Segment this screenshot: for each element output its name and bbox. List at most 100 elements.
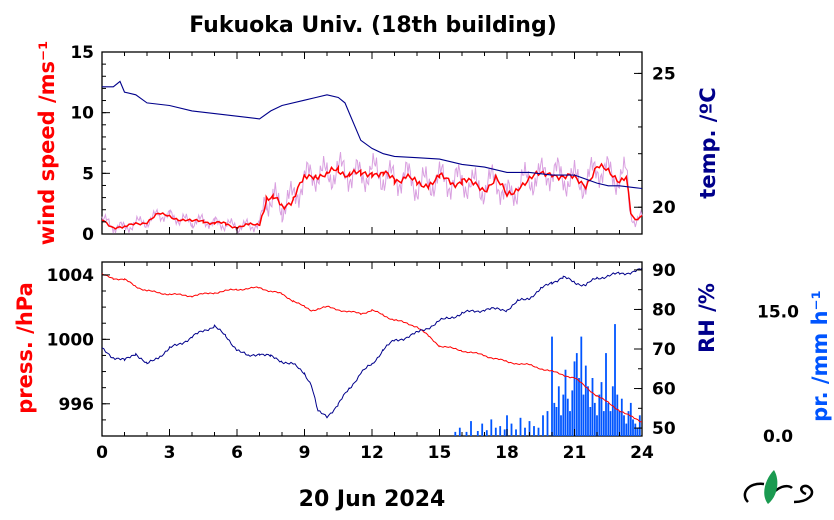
precipitation-bars [454,324,640,436]
precip-bar [459,428,461,436]
precip-bar [634,424,636,436]
precip-bar [576,353,578,436]
precip-bar [504,429,506,436]
precip-bar [481,424,483,436]
logo-icon [745,470,812,504]
precip-bar [511,424,513,436]
precip-bar [580,337,582,436]
x-tick-label: 15 [428,443,452,463]
y-tick-label: 5 [82,164,94,184]
pressure-series [102,274,642,422]
wind-speed-line [102,164,642,229]
x-axis-label: 20 Jun 2024 [299,487,446,512]
precip-bar [542,415,544,436]
y-tick-label: 70 [652,340,676,360]
top-panel-frame [102,52,642,234]
precip-bar [562,395,564,436]
top-left-ylabel: wind speed /ms⁻¹ [35,41,59,246]
precip-bar [592,378,594,436]
y-tick-label: 50 [652,419,676,439]
precip-bar [477,431,479,436]
precip-ylabel: pr. /mm h⁻¹ [808,290,832,422]
x-tick-label: 6 [231,443,243,463]
x-tick-label: 12 [360,443,384,463]
precip-bar [466,432,468,436]
humidity-line [102,268,642,418]
precip-bar [589,407,591,436]
precip-bar [538,428,540,436]
precip-bar [533,426,535,436]
chart-svg: Fukuoka Univ. (18th building) 0 5 10 15 20 25… [0,0,834,520]
y-tick-label: 0 [82,225,94,245]
precip-bar [587,386,589,436]
bottom-right-ylabel: RH /% [695,283,719,353]
x-tick-label: 3 [164,443,176,463]
precip-bar [547,411,549,436]
precip-bar [583,395,585,436]
y-tick-label: 15 [70,43,94,63]
x-tick-label: 0 [96,443,108,463]
precip-bar [551,337,553,436]
y-tick-label: 90 [652,261,676,281]
x-tick-label: 24 [630,443,654,463]
precip-bar [560,415,562,436]
precip-bar [607,403,609,436]
precip-bar [621,399,623,436]
top-right-ylabel: temp. /ºC [696,87,720,198]
precip-bar [610,411,612,436]
precip-bar [515,429,517,436]
precip-bar [574,361,576,436]
precip-bar [598,395,600,436]
precip-bar [625,424,627,436]
precip-tick-label: 0.0 [763,427,793,447]
precip-bar [623,415,625,436]
precip-bar [567,399,569,436]
pressure-line [102,274,642,422]
precip-tick-label: 15.0 [757,303,799,323]
precip-bar [565,370,567,436]
precip-bar [524,428,526,436]
x-tick-label: 21 [563,443,587,463]
precip-bar [490,419,492,436]
leaf-icon [764,470,777,504]
wind-raw-line [102,152,642,233]
precip-bar [454,432,456,436]
precip-bar [558,386,560,436]
precip-bar [605,353,607,436]
weather-chart: Fukuoka Univ. (18th building) 0 5 10 15 20 25… [0,0,834,520]
precip-bar [486,430,488,436]
wind-speed-series [102,164,642,229]
precip-bar [632,419,634,436]
precip-bar [585,366,587,436]
precip-bar [495,428,497,436]
y-tick-label: 996 [59,395,95,415]
y-tick-label: 20 [652,198,676,218]
y-tick-label: 80 [652,300,676,320]
wind-raw-series [102,152,642,233]
y-tick-label: 25 [652,64,676,84]
precip-bar [601,382,603,436]
y-tick-label: 1004 [47,266,94,286]
humidity-series [102,268,642,418]
precip-bar [614,324,616,436]
precip-bar [571,390,573,436]
precip-bar [594,403,596,436]
precip-axis-ticks: 0.0 15.0 [757,303,799,447]
precip-bar [603,411,605,436]
precip-bar [520,418,522,436]
precip-bar [470,421,472,436]
y-tick-label: 10 [70,104,94,124]
precip-bar [578,378,580,436]
x-tick-label: 9 [299,443,311,463]
precip-bar [612,386,614,436]
x-tick-label: 18 [495,443,519,463]
precip-bar [553,403,555,436]
precip-bar [569,411,571,436]
y-tick-label: 60 [652,380,676,400]
precip-bar [639,415,641,436]
bottom-panel-frame [102,262,642,436]
chart-title: Fukuoka Univ. (18th building) [189,13,557,38]
precip-bar [630,403,632,436]
top-panel-axes: 0 5 10 15 20 25 [70,43,676,245]
y-tick-label: 1000 [47,330,94,350]
